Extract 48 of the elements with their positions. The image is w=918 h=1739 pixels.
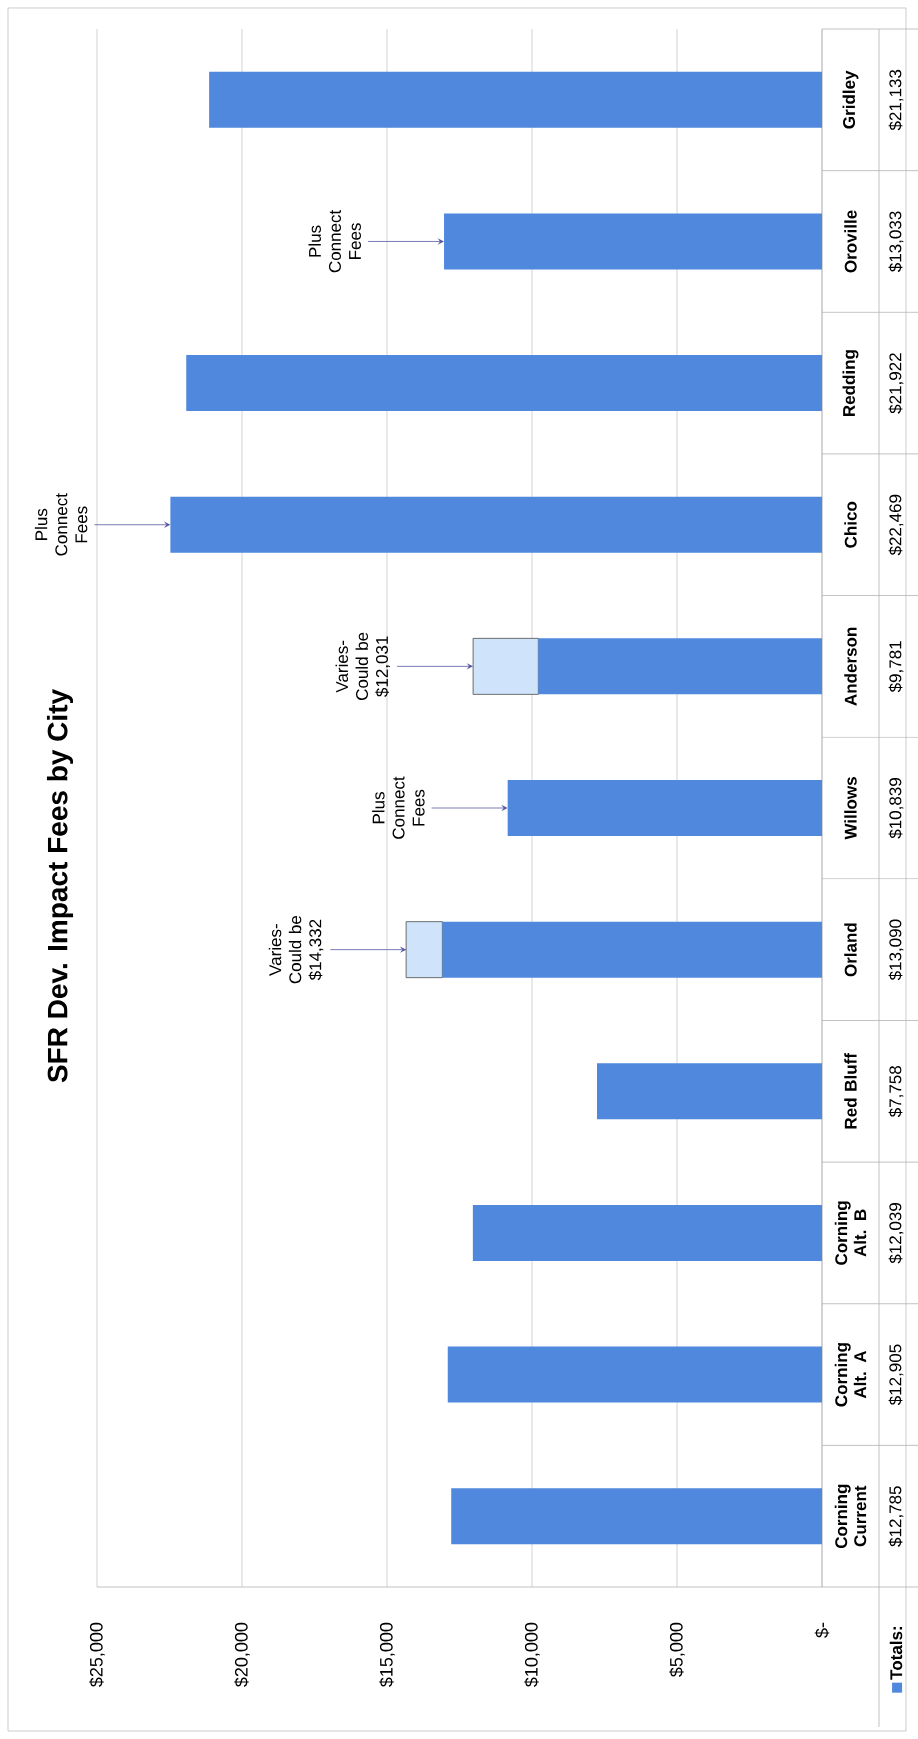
bar — [405, 921, 443, 979]
bar — [442, 921, 822, 978]
data-label: $21,922 — [888, 353, 904, 414]
y-tick-label: Corning Alt. B — [834, 1201, 867, 1265]
y-tick-label: Red Bluff — [844, 1053, 857, 1129]
bar — [170, 496, 822, 553]
x-tick-label: $20,000 — [233, 1622, 250, 1687]
y-tick-label: Willows — [844, 777, 857, 840]
y-tick-label: Redding — [842, 350, 859, 416]
annotation: Plus Connect Fees — [34, 493, 88, 556]
annotation: Varies-Could be $14,332 — [268, 915, 324, 984]
annotation: Varies-Could be $12,031 — [335, 632, 390, 700]
y-tick-label: Orland — [844, 923, 857, 977]
y-tick-label: Anderson — [844, 627, 857, 706]
x-tick-label: $15,000 — [378, 1622, 395, 1687]
annotation: Plus Connect Fees — [308, 209, 361, 273]
bar — [538, 638, 822, 695]
x-tick-label: $5,000 — [668, 1622, 685, 1677]
bar — [472, 637, 539, 695]
data-label: $12,039 — [888, 1203, 904, 1264]
data-label: $13,090 — [888, 919, 904, 981]
data-label: $13,033 — [888, 211, 904, 272]
y-tick-label: Chico — [844, 501, 857, 548]
y-tick-label: Oroville — [844, 210, 857, 273]
data-label: $7,758 — [888, 1066, 904, 1118]
data-label: $22,469 — [888, 494, 904, 556]
data-label: $12,785 — [888, 1486, 904, 1547]
bar — [507, 780, 822, 837]
y-tick-label: Gridley — [842, 70, 859, 129]
bar — [443, 213, 822, 270]
bar — [451, 1488, 822, 1545]
x-tick-label: $- — [814, 1622, 830, 1638]
y-tick-label: Corning Current — [834, 1484, 867, 1549]
bar — [447, 1346, 822, 1403]
data-label: $12,905 — [888, 1344, 904, 1406]
text: SFR Dev. Impact Fees by City — [46, 689, 73, 1083]
data-label: $10,839 — [888, 778, 904, 839]
bar — [596, 1063, 822, 1120]
bar — [208, 71, 822, 128]
y-tick-label: Corning Alt. A — [834, 1343, 867, 1407]
data-label: $21,133 — [888, 69, 904, 131]
x-tick-label: $25,000 — [88, 1622, 105, 1687]
x-tick-label: $10,000 — [523, 1622, 540, 1687]
data-label: $9,781 — [888, 641, 904, 693]
bar — [472, 1204, 822, 1261]
text: Totals: — [889, 1627, 903, 1680]
bar — [186, 355, 822, 412]
annotation: Plus Connect Fees — [371, 776, 425, 839]
